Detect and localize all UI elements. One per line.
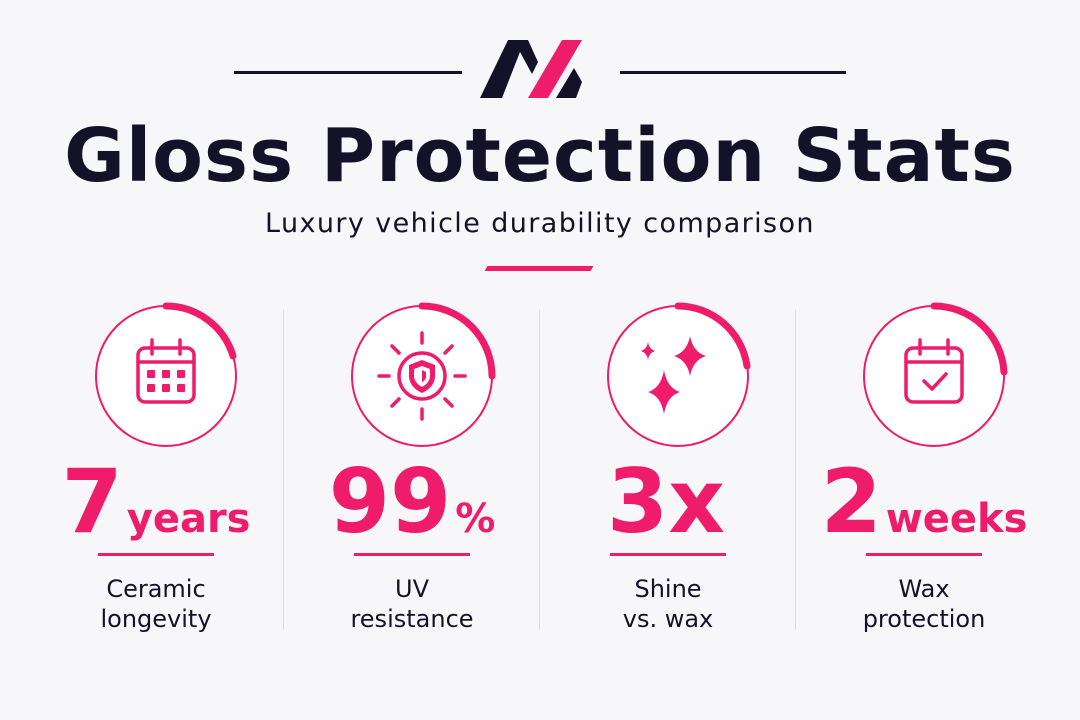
stat-label: Wax protection	[796, 574, 1052, 634]
stat-ceramic-longevity: 7 years Ceramic longevity	[28, 296, 284, 636]
brand-logo	[480, 40, 582, 98]
stat-label-line2: resistance	[350, 605, 474, 633]
stat-ring	[95, 302, 237, 447]
stat-shine-vs-wax: 3x Shine vs. wax	[540, 296, 796, 636]
stat-label-line1: Wax	[898, 575, 950, 603]
accent-bar	[484, 266, 594, 271]
stat-unit: %	[455, 496, 496, 542]
stat-ring	[607, 302, 751, 447]
stat-label-line2: longevity	[100, 605, 212, 633]
stat-underline	[866, 553, 982, 556]
stat-label: Ceramic longevity	[28, 574, 284, 634]
sun-shield-icon	[377, 331, 467, 421]
stat-label-line2: protection	[862, 605, 986, 633]
column-divider	[283, 310, 284, 630]
stat-label-line1: Ceramic	[106, 575, 206, 603]
stat-value: 7 years	[28, 452, 284, 577]
column-divider	[539, 310, 540, 630]
stat-uv-resistance: 99% UV resistance	[284, 296, 540, 636]
stat-label-line1: UV	[395, 575, 429, 603]
stat-underline	[610, 553, 726, 556]
stat-number: 2	[820, 450, 882, 553]
stat-value: 99%	[284, 452, 540, 577]
header-rule-left	[234, 71, 462, 74]
stats-row: 7 years Ceramic longevity	[28, 296, 1052, 636]
stat-ring	[863, 302, 1008, 447]
column-divider	[795, 310, 796, 630]
header-rule-right	[620, 71, 846, 74]
stat-underline	[354, 553, 470, 556]
stat-unit: years	[126, 496, 251, 542]
stat-label: UV resistance	[284, 574, 540, 634]
stat-unit: weeks	[885, 496, 1028, 542]
calendar-check-icon	[904, 338, 964, 404]
stat-number: 7	[61, 450, 123, 553]
stat-number: 99	[328, 450, 452, 553]
page-subtitle: Luxury vehicle durability comparison	[265, 208, 815, 239]
stat-label: Shine vs. wax	[540, 574, 796, 634]
stat-wax-protection: 2 weeks Wax protection	[796, 296, 1052, 636]
stat-value: 2 weeks	[796, 452, 1052, 577]
header: Gloss Protection Stats Luxury vehicle du…	[0, 0, 1080, 290]
stat-label-line2: vs. wax	[622, 605, 714, 633]
calendar-grid-icon	[136, 338, 196, 404]
page-title: Gloss Protection Stats	[64, 113, 1016, 199]
stat-ring	[351, 302, 496, 447]
sparkles-icon	[641, 336, 706, 414]
stat-label-line1: Shine	[634, 575, 702, 603]
stat-underline	[98, 553, 214, 556]
stat-number: 3x	[607, 450, 725, 553]
stat-value: 3x	[540, 452, 796, 577]
